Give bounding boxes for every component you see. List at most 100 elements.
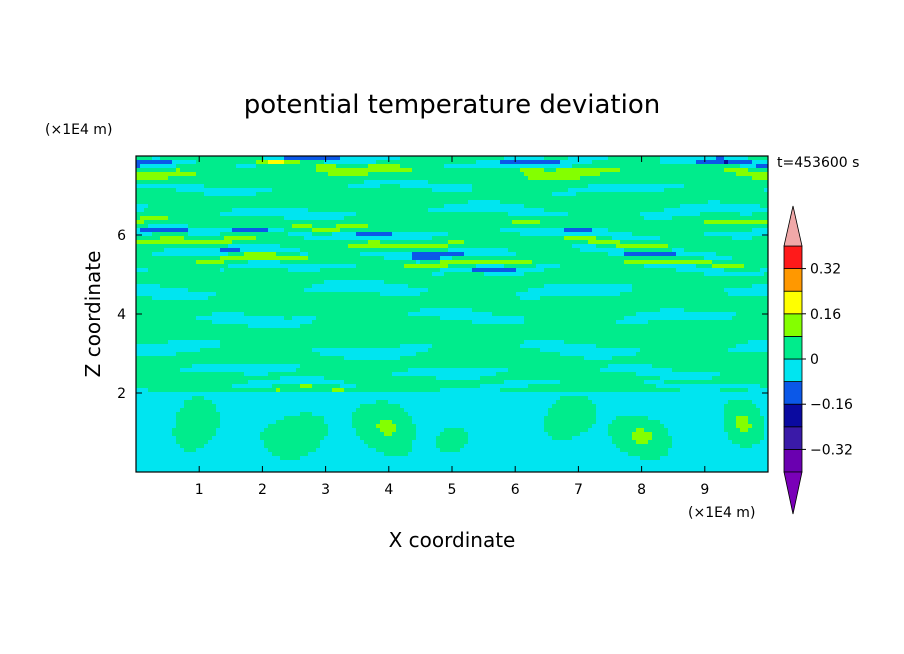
heatmap-cell bbox=[468, 260, 473, 265]
heatmap-cell bbox=[212, 232, 217, 237]
heatmap-cell bbox=[532, 224, 537, 229]
heatmap-cell bbox=[728, 168, 733, 173]
heatmap-cell bbox=[452, 268, 457, 273]
heatmap-cell bbox=[344, 184, 349, 189]
heatmap-cell bbox=[624, 192, 629, 197]
heatmap-cell bbox=[196, 156, 201, 161]
heatmap-cell bbox=[592, 276, 597, 281]
heatmap-cell bbox=[144, 264, 149, 269]
heatmap-cell bbox=[300, 240, 305, 245]
heatmap-cell bbox=[456, 252, 461, 257]
heatmap-cell bbox=[584, 164, 589, 169]
heatmap-cell bbox=[396, 204, 401, 209]
heatmap-cell bbox=[356, 204, 361, 209]
heatmap-cell bbox=[700, 272, 705, 277]
heatmap-cell bbox=[160, 232, 165, 237]
heatmap-cell bbox=[720, 268, 725, 273]
heatmap-cell bbox=[764, 272, 769, 277]
heatmap-cell bbox=[304, 232, 309, 237]
heatmap-cell bbox=[548, 256, 553, 261]
heatmap-cell bbox=[160, 252, 165, 257]
heatmap-cell bbox=[464, 280, 469, 285]
heatmap-cell bbox=[372, 200, 377, 205]
heatmap-cell bbox=[764, 244, 769, 249]
heatmap-cell bbox=[520, 192, 525, 197]
heatmap-cell bbox=[400, 168, 405, 173]
heatmap-cell bbox=[696, 204, 701, 209]
heatmap-cell bbox=[732, 260, 737, 265]
heatmap-cell bbox=[624, 220, 629, 225]
heatmap-cell bbox=[664, 212, 669, 217]
heatmap-cell bbox=[240, 244, 245, 249]
heatmap-cell bbox=[516, 188, 521, 193]
heatmap-cell bbox=[612, 264, 617, 269]
heatmap-cell bbox=[652, 188, 657, 193]
heatmap-cell bbox=[212, 252, 217, 257]
heatmap-cell bbox=[416, 232, 421, 237]
heatmap-cell bbox=[588, 212, 593, 217]
heatmap-cell bbox=[292, 204, 297, 209]
heatmap-cell bbox=[648, 236, 653, 241]
heatmap-cell bbox=[592, 260, 597, 265]
heatmap-cell bbox=[292, 240, 297, 245]
heatmap-cell bbox=[260, 168, 265, 173]
heatmap-cell bbox=[240, 192, 245, 197]
heatmap-cell bbox=[424, 260, 429, 265]
heatmap-cell bbox=[652, 184, 657, 189]
heatmap-cell bbox=[400, 232, 405, 237]
heatmap-cell bbox=[524, 252, 529, 257]
heatmap-cell bbox=[176, 200, 181, 205]
heatmap-cell bbox=[464, 164, 469, 169]
heatmap-cell bbox=[344, 172, 349, 177]
heatmap-cell bbox=[292, 244, 297, 249]
heatmap-cell bbox=[308, 216, 313, 221]
heatmap-cell bbox=[536, 188, 541, 193]
heatmap-cell bbox=[212, 184, 217, 189]
heatmap-cell bbox=[416, 164, 421, 169]
heatmap-cell bbox=[232, 232, 237, 237]
heatmap-cell bbox=[576, 188, 581, 193]
heatmap-cell bbox=[568, 236, 573, 241]
heatmap-cell bbox=[312, 168, 317, 173]
heatmap-cell bbox=[604, 272, 609, 277]
heatmap-cell bbox=[244, 192, 249, 197]
heatmap-cell bbox=[216, 188, 221, 193]
heatmap-cell bbox=[296, 264, 301, 269]
heatmap-cell bbox=[724, 200, 729, 205]
heatmap-cell bbox=[412, 260, 417, 265]
heatmap-cell bbox=[196, 216, 201, 221]
heatmap-cell bbox=[720, 224, 725, 229]
heatmap-cell bbox=[516, 268, 521, 273]
heatmap-cell bbox=[364, 156, 369, 161]
heatmap-cell bbox=[348, 200, 353, 205]
heatmap-cell bbox=[284, 216, 289, 221]
heatmap-cell bbox=[396, 256, 401, 261]
heatmap-cell bbox=[228, 156, 233, 161]
heatmap-cell bbox=[556, 168, 561, 173]
heatmap-cell bbox=[736, 172, 741, 177]
heatmap-cell bbox=[696, 164, 701, 169]
heatmap-cell bbox=[352, 264, 357, 269]
heatmap-cell bbox=[236, 268, 241, 273]
heatmap-cell bbox=[200, 200, 205, 205]
heatmap-cell bbox=[556, 244, 561, 249]
heatmap-cell bbox=[484, 224, 489, 229]
heatmap-cell bbox=[728, 228, 733, 233]
heatmap-cell bbox=[680, 172, 685, 177]
heatmap-cell bbox=[588, 264, 593, 269]
heatmap-cell bbox=[184, 212, 189, 217]
heatmap-cell bbox=[648, 268, 653, 273]
heatmap-cell bbox=[424, 180, 429, 185]
heatmap-cell bbox=[500, 244, 505, 249]
heatmap-cell bbox=[420, 180, 425, 185]
heatmap-cell bbox=[712, 212, 717, 217]
heatmap-cell bbox=[708, 168, 713, 173]
heatmap-cell bbox=[728, 272, 733, 277]
heatmap-cell bbox=[336, 168, 341, 173]
heatmap-cell bbox=[504, 156, 509, 161]
heatmap-cell bbox=[476, 156, 481, 161]
heatmap-cell bbox=[292, 212, 297, 217]
heatmap-cell bbox=[496, 204, 501, 209]
heatmap-cell bbox=[148, 272, 153, 277]
heatmap-cell bbox=[732, 252, 737, 257]
